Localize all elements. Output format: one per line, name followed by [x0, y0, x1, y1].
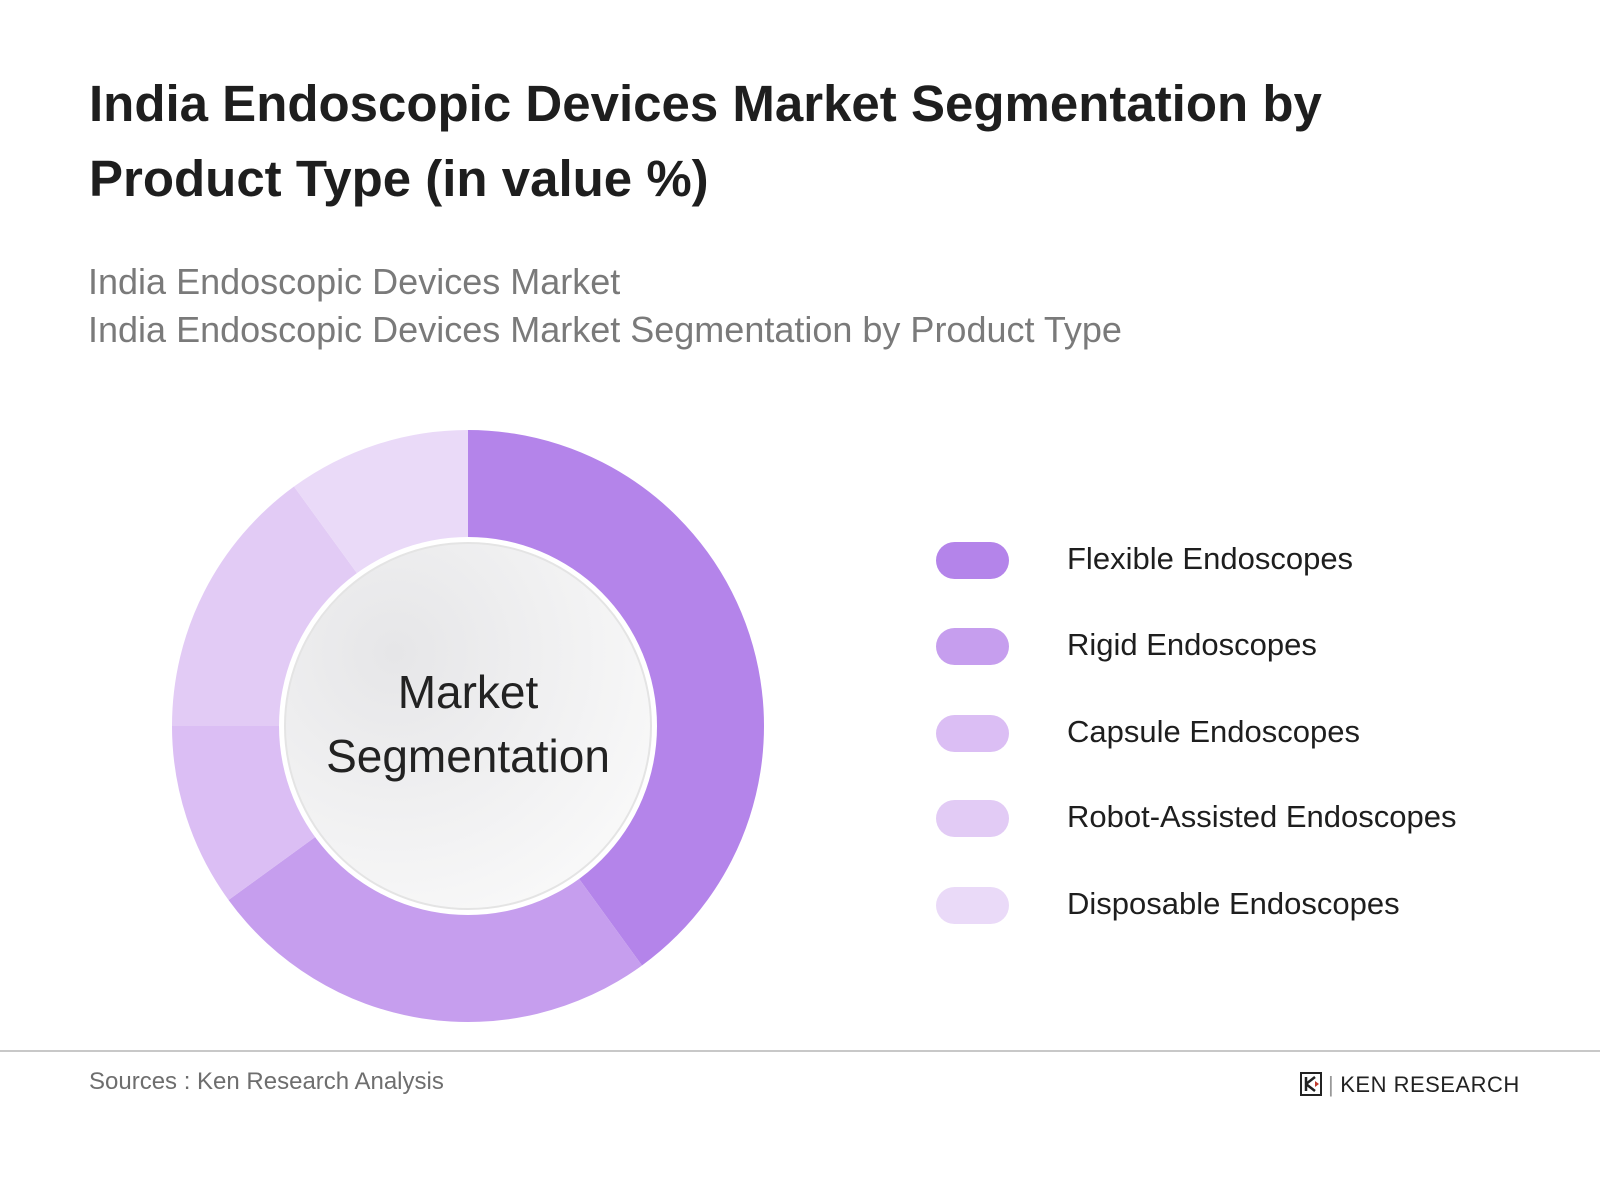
legend-item-robot-assisted: Robot-Assisted Endoscopes — [936, 798, 1536, 838]
legend-item-capsule: Capsule Endoscopes — [936, 713, 1536, 753]
subtitle-line-1: India Endoscopic Devices Market — [88, 261, 621, 302]
center-label-line-2: Segmentation — [326, 730, 610, 782]
chart-title: India Endoscopic Devices Market Segmenta… — [89, 75, 1322, 207]
footer-divider — [0, 1050, 1600, 1052]
legend-label: Robot-Assisted Endoscopes — [1067, 799, 1457, 834]
center-label: Market Segmentation — [268, 660, 668, 788]
legend-swatch — [936, 800, 1009, 837]
legend-swatch — [936, 542, 1009, 579]
legend-label: Disposable Endoscopes — [1067, 886, 1400, 921]
ken-research-logo: | KEN RESEARCH — [1300, 1072, 1520, 1098]
legend-swatch — [936, 887, 1009, 924]
legend-item-rigid: Rigid Endoscopes — [936, 626, 1536, 666]
donut-hole — [284, 542, 652, 910]
logo-text: KEN RESEARCH — [1340, 1072, 1520, 1097]
subtitle-line-2: India Endoscopic Devices Market Segmenta… — [88, 309, 1122, 350]
chart-subtitle: India Endoscopic Devices Market India En… — [88, 258, 1122, 354]
ken-research-logo-icon — [1300, 1072, 1322, 1096]
legend-label: Capsule Endoscopes — [1067, 714, 1360, 749]
source-note: Sources : Ken Research Analysis — [89, 1068, 444, 1095]
legend-swatch — [936, 628, 1009, 665]
legend-item-flexible: Flexible Endoscopes — [936, 540, 1536, 580]
legend-swatch — [936, 715, 1009, 752]
legend-label: Rigid Endoscopes — [1067, 627, 1317, 662]
legend-label: Flexible Endoscopes — [1067, 541, 1354, 576]
center-label-line-1: Market — [397, 666, 539, 718]
legend-item-disposable: Disposable Endoscopes — [936, 885, 1536, 925]
